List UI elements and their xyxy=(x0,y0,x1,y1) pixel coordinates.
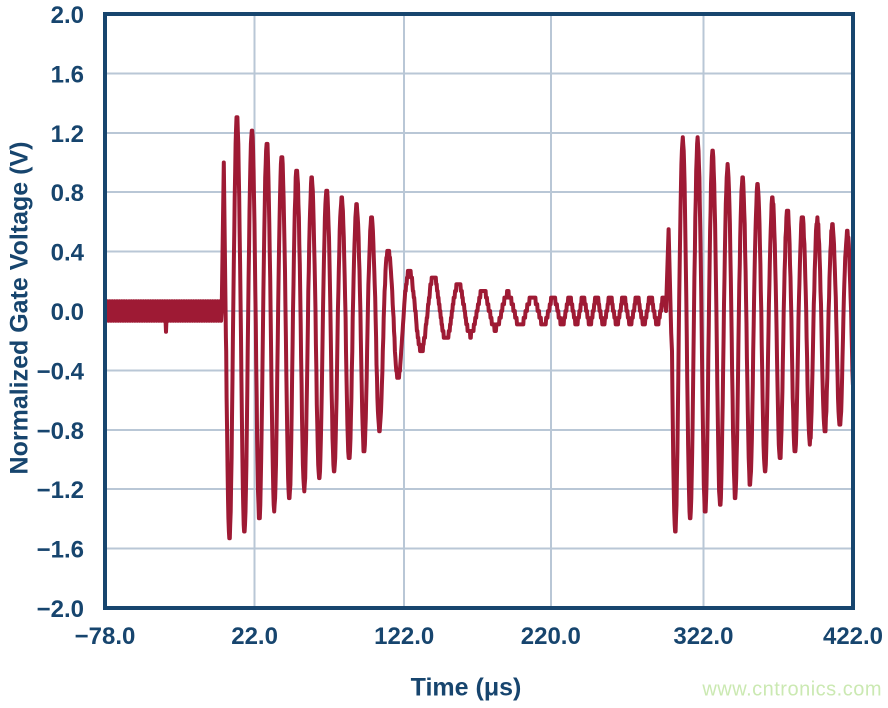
y-tick-label: 0.8 xyxy=(51,180,84,207)
plot-border xyxy=(103,12,855,610)
y-tick-label: 0.4 xyxy=(51,240,85,267)
x-tick-label: 422.0 xyxy=(823,623,883,650)
y-tick-label: −1.2 xyxy=(37,477,84,504)
y-axis-title: Normalized Gate Voltage (V) xyxy=(5,141,34,475)
watermark: www.cntronics.com xyxy=(702,678,882,701)
x-axis-title: Time (μs) xyxy=(410,673,522,702)
x-tick-label: 122.0 xyxy=(374,623,434,650)
y-tick-label: 1.6 xyxy=(51,61,84,88)
y-tick-label: −0.4 xyxy=(37,358,85,385)
y-tick-label: −0.8 xyxy=(37,418,84,445)
waveform-trace xyxy=(103,115,855,541)
x-tick-label: 220.0 xyxy=(521,623,581,650)
x-tick-label: 22.0 xyxy=(231,623,278,650)
x-tick-label: −78.0 xyxy=(75,623,136,650)
y-tick-label: 0.0 xyxy=(51,299,84,326)
y-tick-label: 1.2 xyxy=(51,121,84,148)
x-tick-label: 322.0 xyxy=(673,623,733,650)
y-tick-label: −1.6 xyxy=(37,537,84,564)
y-tick-label: 2.0 xyxy=(51,2,84,29)
y-tick-label: −2.0 xyxy=(37,596,84,623)
